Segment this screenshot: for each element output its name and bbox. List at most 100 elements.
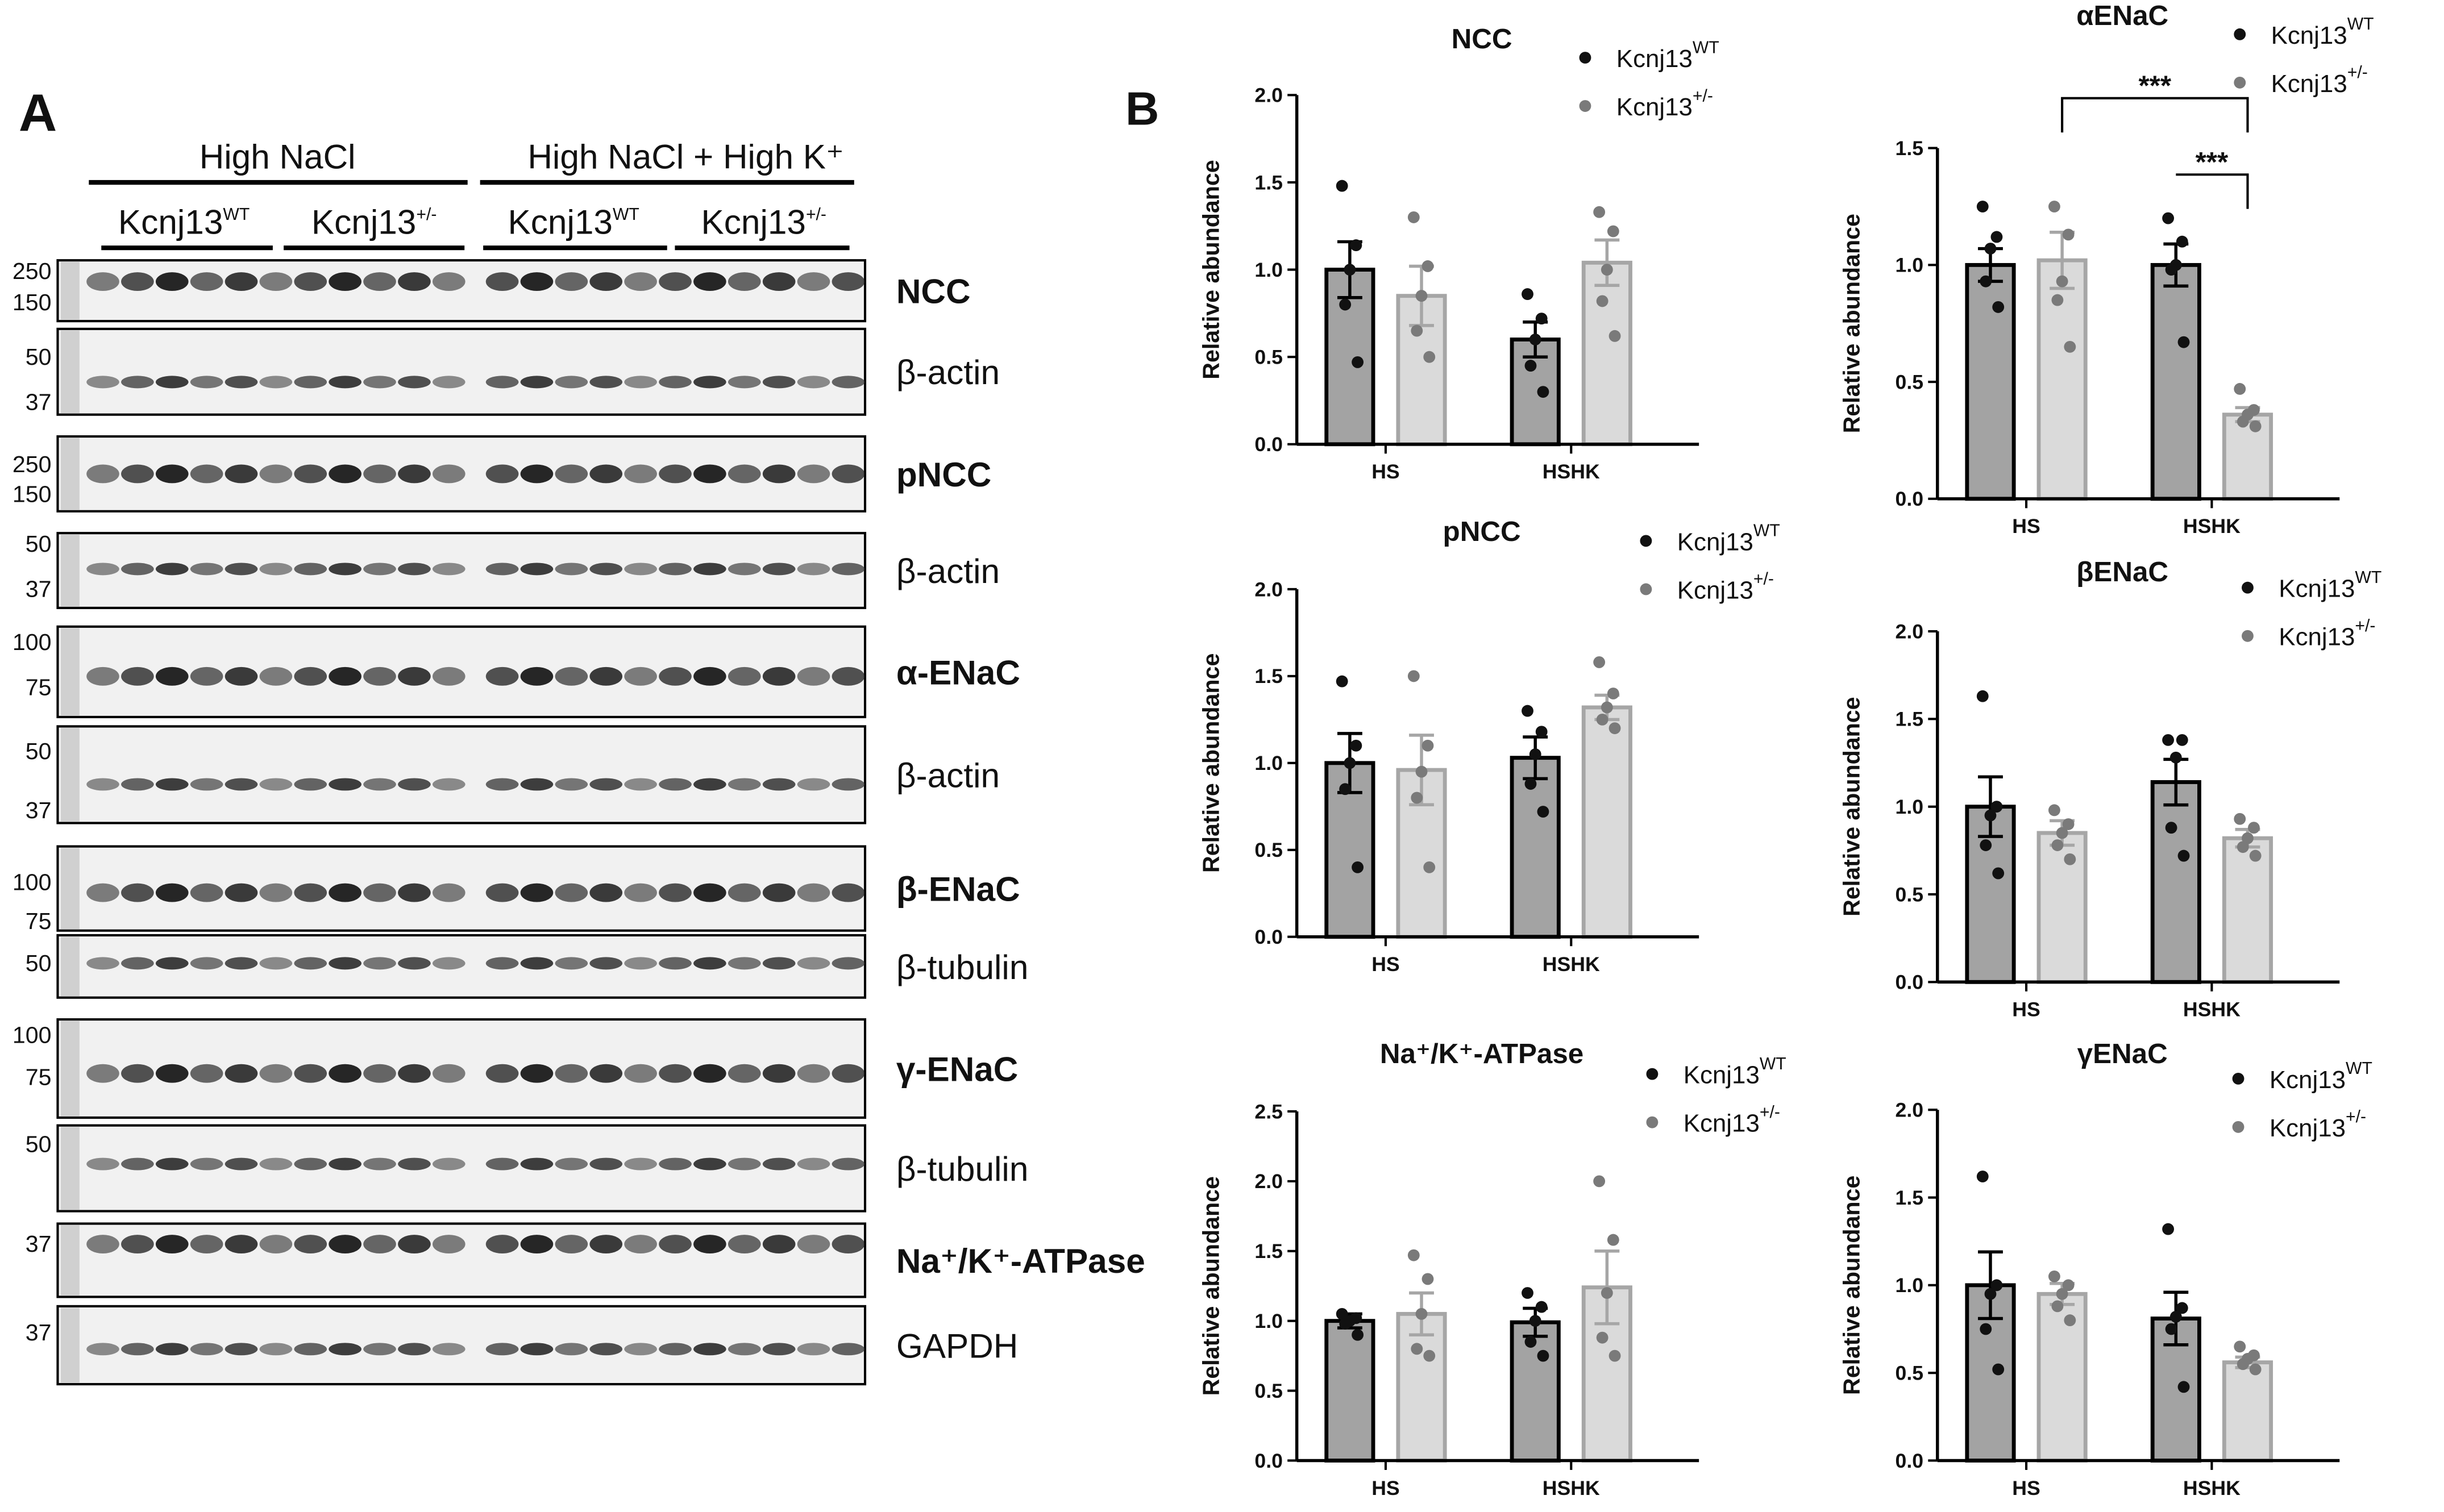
data-point — [1529, 1315, 1541, 1327]
blot-band — [433, 1157, 465, 1171]
genotype-label: Kcnj13+/- — [311, 202, 437, 241]
blot-band — [121, 464, 154, 484]
blot-band — [86, 778, 119, 791]
data-point — [1601, 264, 1613, 276]
blot-band — [485, 376, 519, 389]
data-point — [2234, 383, 2246, 395]
mw-marker: 37 — [26, 1231, 52, 1257]
legend-label-main: Kcnj13 — [1677, 528, 1753, 556]
blot-band — [190, 272, 223, 291]
blot-band — [433, 272, 465, 291]
genotype-label: Kcnj13WT — [118, 202, 250, 241]
blot-band — [225, 272, 258, 291]
data-point — [1339, 783, 1352, 795]
blot-band — [121, 883, 154, 902]
x-tick-label: HSHK — [2183, 1477, 2241, 1499]
blot-band — [121, 778, 154, 791]
blot-band — [433, 957, 465, 970]
blot-band — [693, 778, 726, 791]
blot-band — [693, 1157, 726, 1171]
bar — [2150, 263, 2201, 501]
blot-band — [555, 1343, 588, 1356]
chart-title: pNCC — [1443, 516, 1521, 547]
data-point — [1992, 867, 2005, 880]
data-point — [2051, 839, 2064, 851]
y-tick-label: 0.0 — [1896, 488, 1924, 510]
blot-band — [225, 957, 258, 970]
blot-band — [485, 272, 519, 291]
chart-title: NCC — [1452, 23, 1512, 55]
blot-band — [155, 1235, 189, 1254]
data-point — [1336, 1307, 1348, 1320]
legend-marker — [1579, 52, 1591, 64]
data-point — [1980, 275, 1992, 288]
y-axis-label: Relative abundance — [1198, 1176, 1224, 1396]
data-point — [1992, 301, 2005, 313]
data-point — [1352, 356, 1364, 368]
legend-label-sup: WT — [1753, 522, 1780, 540]
blot-band — [433, 883, 465, 902]
blot-band — [659, 376, 692, 389]
protein-label: β-tubulin — [896, 1149, 1029, 1188]
data-point — [1976, 201, 1989, 213]
data-point — [1421, 260, 1434, 272]
data-point — [1608, 1349, 1621, 1362]
blot-band — [86, 1235, 119, 1254]
blot-band — [398, 883, 431, 902]
mw-marker: 75 — [26, 908, 52, 934]
chart-title: βENaC — [2076, 556, 2168, 588]
legend-label-main: Kcnj13 — [2271, 22, 2347, 49]
data-point — [1990, 1279, 2003, 1292]
blot-band — [589, 957, 623, 970]
y-tick-label: 1.5 — [1896, 1186, 1924, 1209]
genotype-label-sup: WT — [223, 205, 250, 224]
blot-band — [520, 1157, 554, 1171]
x-tick-label: HS — [2012, 998, 2040, 1021]
y-tick-label: 2.0 — [1896, 1099, 1924, 1122]
x-tick-label: HS — [2012, 515, 2040, 538]
blot-band — [155, 1157, 189, 1171]
blot-band — [329, 1064, 361, 1083]
blot-band — [624, 563, 657, 576]
blot-band — [624, 1064, 657, 1083]
data-point — [1415, 1307, 1428, 1320]
blot-band — [294, 1343, 327, 1356]
y-tick-label: 1.0 — [1254, 752, 1283, 774]
data-point — [1344, 757, 1356, 769]
blot-band — [329, 464, 361, 484]
legend-marker — [2242, 630, 2254, 642]
blot-band — [659, 1064, 692, 1083]
blot-band — [589, 667, 623, 686]
blot-band — [693, 464, 726, 484]
blot-band — [225, 883, 258, 902]
bar — [2036, 1292, 2088, 1463]
blot-band — [520, 1064, 554, 1083]
blot-band — [433, 1343, 465, 1356]
blot-band — [86, 376, 119, 389]
mw-marker: 75 — [26, 674, 52, 701]
data-point — [1407, 670, 1420, 682]
blot-band — [121, 376, 154, 389]
blot-band — [624, 376, 657, 389]
significance-label: *** — [2196, 147, 2229, 178]
ladder-strip — [60, 1225, 80, 1296]
blot-band — [520, 957, 554, 970]
blot-band — [225, 464, 258, 484]
blot-band — [433, 778, 465, 791]
blot-band — [728, 1343, 761, 1356]
blot-band — [797, 1343, 830, 1356]
blot-band — [520, 1235, 554, 1254]
blot-band — [259, 464, 293, 484]
blot-band — [762, 563, 796, 576]
chart-title: Na⁺/K⁺-ATPase — [1380, 1038, 1583, 1069]
blot-band — [832, 464, 865, 484]
data-point — [2237, 415, 2249, 428]
blot-band — [485, 464, 519, 484]
blot-band — [121, 1157, 154, 1171]
data-point — [1529, 748, 1541, 760]
data-point — [2165, 264, 2177, 276]
blot-band — [86, 1343, 119, 1356]
ladder-strip — [60, 534, 80, 607]
blot-band — [363, 1157, 396, 1171]
blot-band — [398, 667, 431, 686]
